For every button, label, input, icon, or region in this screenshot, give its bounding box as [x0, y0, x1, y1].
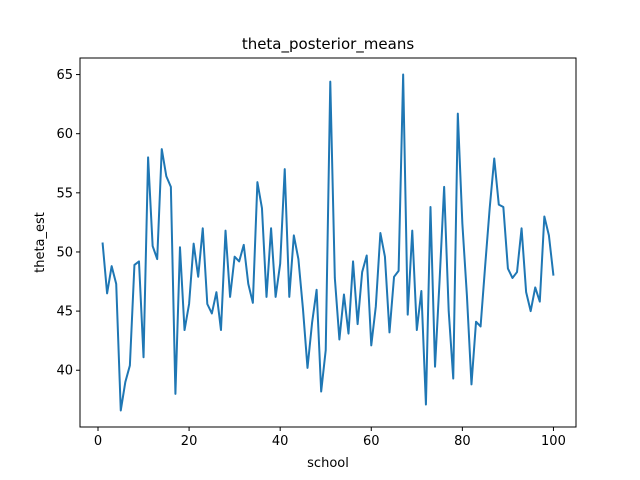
y-tick-label: 50 — [56, 245, 73, 260]
x-axis: 0 20 40 60 80 100 — [94, 427, 566, 449]
y-axis-label: theta_est — [33, 212, 48, 273]
y-tick-label: 60 — [56, 127, 73, 142]
y-tick-label: 65 — [56, 68, 73, 83]
series-line — [101, 73, 555, 412]
y-tick-label: 45 — [56, 305, 73, 320]
x-tick-label: 20 — [181, 434, 198, 449]
x-tick-label: 0 — [94, 434, 102, 449]
y-tick-label: 40 — [56, 364, 73, 379]
y-tick-label: 55 — [56, 186, 73, 201]
plot-area: 0 20 40 60 80 100 40 45 50 55 60 65 — [56, 57, 577, 449]
x-tick-label: 60 — [363, 434, 380, 449]
plot-frame — [79, 57, 577, 428]
chart-title: theta_posterior_means — [242, 35, 415, 54]
y-axis: 40 45 50 55 60 65 — [56, 68, 80, 379]
x-axis-label: school — [307, 456, 349, 471]
x-tick-label: 100 — [541, 434, 566, 449]
x-tick-label: 40 — [272, 434, 289, 449]
x-tick-label: 80 — [454, 434, 471, 449]
